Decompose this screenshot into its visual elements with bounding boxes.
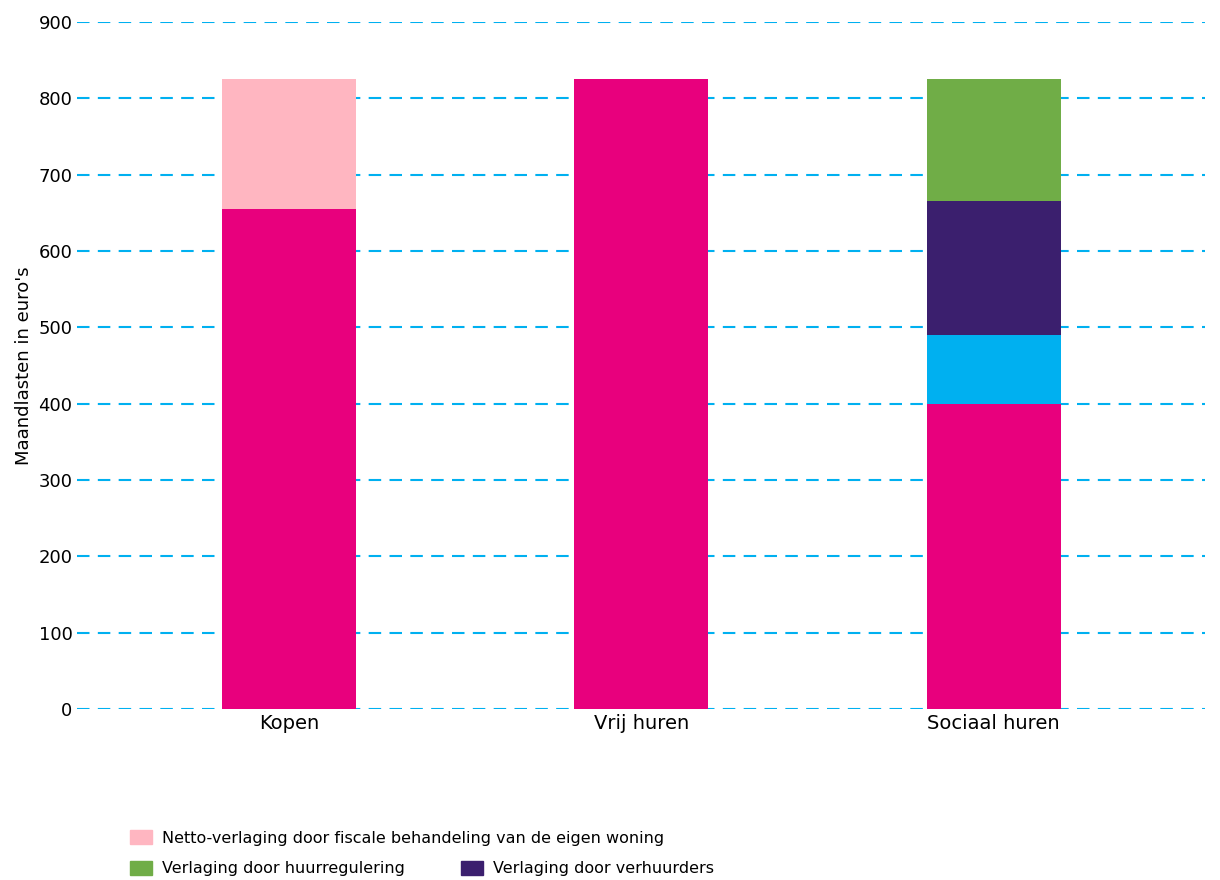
Y-axis label: Maandlasten in euro's: Maandlasten in euro's bbox=[15, 267, 33, 465]
Legend: Netto-verlaging door fiscale behandeling van de eigen woning: Netto-verlaging door fiscale behandeling… bbox=[131, 830, 664, 846]
Bar bbox=[222, 209, 356, 709]
Bar bbox=[927, 404, 1060, 709]
Bar bbox=[927, 79, 1060, 202]
Bar bbox=[222, 79, 356, 209]
Bar bbox=[927, 335, 1060, 404]
Bar bbox=[927, 202, 1060, 335]
Legend: Verlaging door huurregulering, Verlaging door verhuurders: Verlaging door huurregulering, Verlaging… bbox=[131, 861, 714, 876]
Bar bbox=[575, 79, 708, 709]
